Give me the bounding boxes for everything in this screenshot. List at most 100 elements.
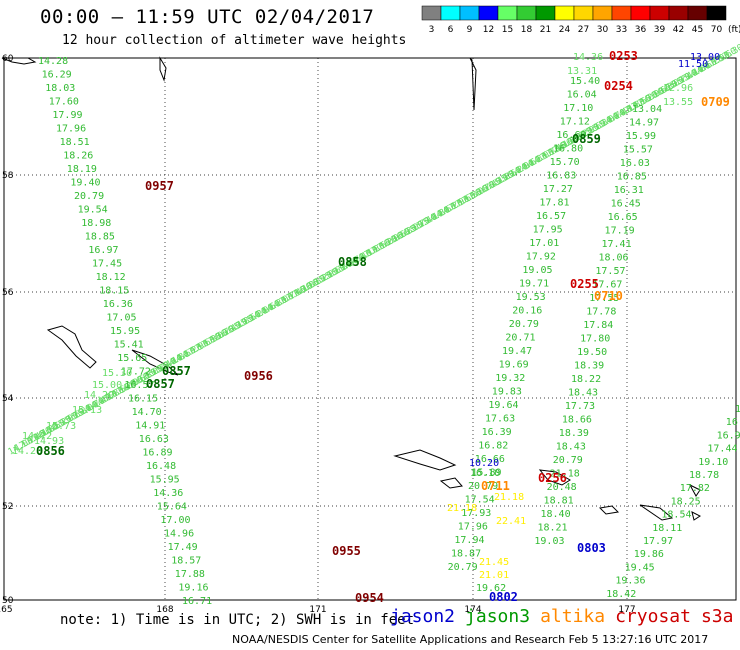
legend-label: 18 [521,25,533,35]
satellite-altika: altika [540,606,606,627]
track-value-diagonal: 15.90 [313,266,342,288]
track-value: 18.66 [562,415,592,426]
track-value: 17.54 [465,495,495,506]
track-value-diagonal: 15.00 [332,255,361,277]
track-value-diagonal: 14.10 [612,100,641,122]
track-value: 18.15 [99,286,129,297]
track-value: 13.00 [690,52,720,63]
track-value-diagonal: 15.70 [404,216,433,238]
legend-label: 27 [578,25,589,35]
coastline [1,57,37,65]
track-value: 20.48 [547,482,577,493]
track-value-diagonal: 15.10 [417,209,446,231]
track-value: 18.43 [568,388,598,399]
time-label: 0956 [244,369,273,383]
track-value-diagonal: 15.60 [59,407,88,429]
track-value-diagonal: 16.20 [306,270,335,292]
track-value-diagonal: 16.20 [46,414,75,436]
track-value-diagonal: 15.30 [586,115,615,137]
track-value-diagonal: 14.10 [352,245,381,267]
track-value-diagonal: 16.50 [560,129,589,151]
track-value: 16.57 [124,380,154,391]
legend-label: 3 [429,25,435,35]
track-value-diagonal: 14.80 [163,349,192,371]
track-value: 16.65 [608,212,638,223]
coastline [691,511,701,521]
track-value-diagonal: 15.80 [489,169,518,191]
track-value: 16.03 [620,158,650,169]
track-value-diagonal: 16.80 [293,277,322,299]
coastline [131,349,179,376]
track-value: 18.51 [60,137,90,148]
track-value-diagonal: 16.70 [469,180,498,202]
track-value-diagonal: 17.70 [274,288,303,310]
track-value-diagonal: 17.70 [13,432,42,454]
track-value: 16.31 [614,185,644,196]
track-value-diagonal: 16.00 [397,219,426,241]
track-value: 16.89 [142,448,172,459]
track-value: 15.40 [570,76,600,87]
track-value: 14.29 [84,390,114,401]
track-value-diagonal: 14.00 [7,436,36,458]
track-value-diagonal: 17.70 [534,144,563,166]
track-value: 19.36 [615,576,645,587]
time-label: 0858 [338,255,367,269]
track-value: 15.99 [626,131,656,142]
map-title: 00:00 – 11:59 UTC 02/04/2017 [40,6,375,28]
track-value: 16.83 [546,171,576,182]
time-label: 0711 [481,479,510,493]
lat-tick-label: 56 [2,288,14,298]
coastline [538,469,571,486]
track-value-diagonal: 17.40 [541,140,570,162]
track-value: 16.48 [146,461,176,472]
track-value: 19.54 [78,205,108,216]
legend-label: 15 [502,25,513,35]
track-value: 18.26 [63,151,93,162]
coastline [639,504,674,521]
track-value-diagonal: 15.40 [671,68,700,90]
track-value: 10.20 [469,458,499,469]
track-value-diagonal: 16.00 [137,364,166,386]
track-value: 15.41 [114,340,144,351]
legend-label: 42 [673,25,684,35]
legend-swatch [459,5,480,21]
track-value-diagonal: 17.20 [632,90,661,112]
track-value: 16.66 [475,454,505,465]
track-value: 22.41 [496,516,526,527]
satellite-jason2: jason2 [390,606,456,627]
track-value: 20.79 [74,191,104,202]
track-value: 17.10 [563,103,593,114]
track-value: 20.79 [553,455,583,466]
track-value: 19.10 [698,457,728,468]
lat-tick-label: 60 [2,54,14,64]
track-value: 19.69 [499,360,529,371]
legend-swatch [649,5,670,21]
track-value-diagonal: 16.10 [482,173,511,195]
track-value: 17.93 [461,508,491,519]
track-value-diagonal: 14.70 [599,108,628,130]
track-value: 11.50 [678,59,708,70]
track-value: 19.03 [534,536,564,547]
track-value-diagonal: 17.10 [26,425,55,447]
track-value: 15.00 [92,380,122,391]
track-value: 16.85 [617,172,647,183]
coastline [469,57,477,111]
track-value: 17.45 [92,259,122,270]
track-value-diagonal: 16.90 [117,374,146,396]
coastline [393,449,457,471]
time-label: 0957 [145,179,174,193]
track-value: 17.96 [56,124,86,135]
track-value: 14.36 [573,52,603,63]
track-value-diagonal: 14.20 [176,342,205,364]
track-value: 17.63 [485,414,515,425]
time-label: 0954 [355,591,384,605]
track-value: 16.63 [139,434,169,445]
track-value: 20.79 [468,481,498,492]
track-value-diagonal: 16.50 [300,273,329,295]
legend-swatch [630,5,651,21]
legend-label: 9 [467,25,473,35]
track-value: 17.88 [175,569,205,580]
time-label: 0254 [604,79,633,93]
track-value: 15.73 [46,421,76,432]
